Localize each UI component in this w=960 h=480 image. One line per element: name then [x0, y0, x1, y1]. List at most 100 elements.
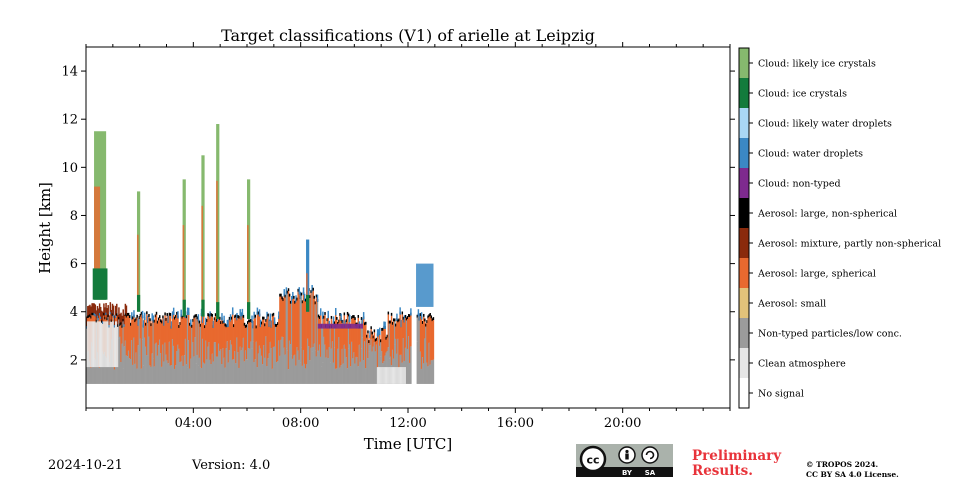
cell-non-typed	[368, 351, 370, 384]
cell-aerosol-large-non-spherical	[281, 296, 283, 300]
cell-aerosol-large-spherical	[298, 294, 300, 360]
cell-aerosol-large-non-spherical	[424, 318, 426, 322]
cell-aerosol-large-non-spherical	[193, 315, 195, 319]
cell-aerosol-large-non-spherical	[366, 334, 368, 338]
cell-non-typed	[331, 341, 334, 384]
cell-non-typed	[212, 361, 215, 384]
cell-clean-atmosphere	[93, 321, 95, 368]
cell-clean-atmosphere	[404, 367, 407, 384]
cell-aerosol-large-non-spherical	[390, 312, 393, 316]
legend-label: No signal	[758, 389, 804, 400]
cell-aerosol-large-spherical	[406, 318, 409, 349]
cell-aerosol-large-spherical	[123, 326, 126, 347]
colorbar-swatch	[739, 198, 749, 229]
cell-non-typed	[271, 368, 274, 384]
cell-aerosol-large-spherical	[207, 316, 209, 347]
cell-aerosol-large-spherical	[384, 328, 386, 356]
cell-non-typed	[178, 348, 180, 384]
cell-cloud-water-droplets	[259, 319, 262, 327]
cell-aerosol-large-non-spherical	[134, 319, 136, 323]
cell-aerosol-large-spherical	[289, 303, 292, 345]
cell-aerosol-large-spherical	[399, 314, 401, 355]
cell-clean-atmosphere	[400, 367, 402, 384]
cell-cloud-water-droplets	[342, 319, 344, 327]
cell-aerosol-large-non-spherical	[150, 323, 152, 327]
cell-aerosol-large-non-spherical	[277, 322, 279, 326]
cloud-column-aerosol	[136, 234, 139, 298]
cell-aerosol-large-spherical	[303, 300, 306, 364]
cell-aerosol-large-spherical	[138, 319, 141, 356]
cell-aerosol-large-spherical	[171, 318, 174, 340]
cell-aerosol-large-spherical	[313, 298, 316, 344]
cell-cloud-non-typed	[328, 323, 331, 329]
cell-aerosol-large-spherical	[153, 322, 156, 367]
cell-aerosol-large-spherical	[404, 317, 407, 348]
cell-aerosol-large-spherical	[170, 328, 173, 366]
cell-aerosol-large-spherical	[214, 316, 217, 343]
cell-aerosol-large-non-spherical	[210, 313, 212, 317]
preliminary-line-1: Preliminary	[692, 448, 782, 464]
cell-non-typed	[306, 364, 308, 384]
cell-cloud-water-droplets	[399, 307, 401, 315]
cell-non-typed	[183, 355, 186, 384]
cell-aerosol-mixture	[86, 316, 88, 327]
cell-aerosol-large-spherical	[122, 321, 124, 369]
cell-clean-atmosphere	[386, 367, 389, 384]
cell-aerosol-large-spherical	[163, 325, 165, 362]
cell-aerosol-large-non-spherical	[162, 315, 164, 319]
cell-aerosol-large-spherical	[269, 320, 272, 342]
x-tick-label: 08:00	[282, 416, 319, 431]
cell-aerosol-large-non-spherical	[92, 312, 94, 316]
cell-non-typed	[340, 365, 342, 384]
colorbar-swatch	[739, 318, 749, 349]
plot-area	[85, 46, 731, 409]
cell-aerosol-large-spherical	[206, 321, 208, 360]
cell-aerosol-large-spherical	[198, 323, 201, 358]
cell-aerosol-large-non-spherical	[160, 319, 162, 323]
cell-clean-atmosphere	[401, 367, 404, 384]
x-tick-label: 20:00	[604, 416, 641, 431]
cell-non-typed	[425, 337, 427, 384]
cell-cloud-water-droplets	[361, 318, 364, 326]
cell-non-typed	[280, 339, 282, 384]
cloud-column-aerosol	[182, 225, 185, 303]
cell-aerosol-large-spherical	[302, 294, 305, 350]
cell-aerosol-large-spherical	[161, 323, 163, 367]
cell-non-typed	[278, 340, 280, 384]
cell-aerosol-large-non-spherical	[296, 297, 298, 301]
cell-aerosol-large-spherical	[184, 318, 187, 339]
cell-non-typed	[291, 355, 293, 384]
sa-share-alike-icon	[641, 446, 659, 464]
y-tick-label: 6	[70, 257, 78, 272]
cell-non-typed	[328, 346, 331, 384]
cell-non-typed	[293, 355, 295, 384]
cell-aerosol-mixture	[119, 313, 121, 324]
cell-non-typed	[357, 366, 360, 384]
cell-aerosol-large-spherical	[255, 328, 258, 342]
cell-aerosol-large-spherical	[405, 320, 408, 337]
cell-aerosol-large-spherical	[200, 316, 203, 368]
cell-aerosol-large-non-spherical	[179, 322, 181, 325]
cell-non-typed	[339, 367, 341, 384]
cell-clean-atmosphere	[384, 367, 386, 384]
cell-clean-atmosphere	[116, 321, 118, 368]
cell-non-typed	[236, 337, 238, 384]
cell-aerosol-large-spherical	[421, 323, 424, 358]
cell-non-typed	[257, 353, 260, 384]
cell-non-typed	[391, 349, 394, 384]
cell-cloud-water-droplets	[258, 309, 261, 317]
y-axis: 2 4 6 8 10 12 14	[61, 65, 735, 368]
cell-non-typed	[146, 355, 148, 384]
cell-non-typed	[336, 368, 338, 384]
cell-aerosol-large-spherical	[367, 333, 369, 359]
cell-clean-atmosphere	[87, 321, 89, 368]
cell-cloud-non-typed	[358, 323, 361, 329]
x-tick-label: 04:00	[175, 416, 212, 431]
cell-aerosol-large-non-spherical	[310, 290, 312, 294]
cell-aerosol-large-spherical	[175, 317, 177, 366]
copyright-note: © TROPOS 2024. CC BY SA 4.0 License.	[806, 460, 899, 480]
cell-cloud-water-droplets	[167, 315, 170, 323]
cloud-column-base	[306, 294, 310, 312]
cell-non-typed	[167, 363, 170, 384]
cell-aerosol-large-non-spherical	[165, 317, 167, 321]
